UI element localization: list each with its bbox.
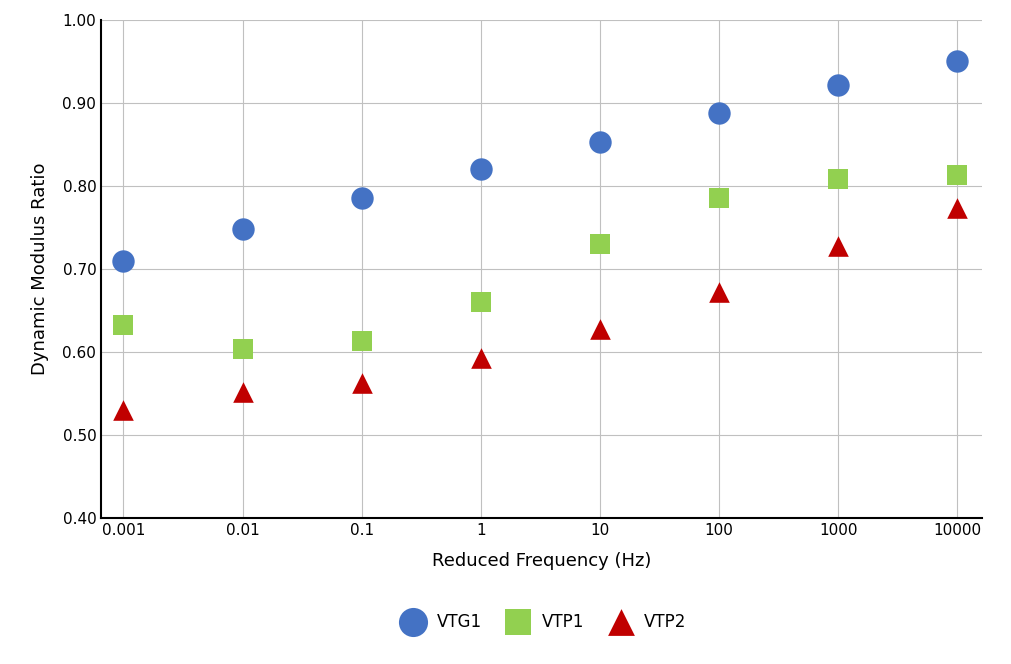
VTG1: [353, 193, 369, 204]
VTP2: [829, 240, 845, 251]
Legend: VTG1, VTP1, VTP2: VTG1, VTP1, VTP2: [389, 606, 693, 637]
VTP2: [591, 323, 608, 334]
VTP1: [472, 297, 488, 307]
VTP1: [235, 344, 251, 355]
VTG1: [235, 224, 251, 234]
VTG1: [591, 137, 608, 147]
VTP1: [711, 193, 727, 204]
VTP1: [829, 174, 845, 185]
VTG1: [948, 56, 964, 67]
VTG1: [115, 256, 131, 266]
VTP2: [711, 287, 727, 297]
X-axis label: Reduced Frequency (Hz): Reduced Frequency (Hz): [432, 552, 650, 570]
VTP1: [353, 336, 369, 347]
VTP1: [948, 170, 964, 181]
VTG1: [829, 80, 845, 91]
VTG1: [711, 108, 727, 118]
Y-axis label: Dynamic Modulus Ratio: Dynamic Modulus Ratio: [30, 163, 49, 375]
VTP1: [591, 239, 608, 250]
VTP2: [115, 405, 131, 416]
VTP2: [235, 386, 251, 397]
VTP2: [353, 377, 369, 388]
VTP1: [115, 320, 131, 331]
VTP2: [472, 353, 488, 363]
VTP2: [948, 203, 964, 214]
VTG1: [472, 164, 488, 175]
